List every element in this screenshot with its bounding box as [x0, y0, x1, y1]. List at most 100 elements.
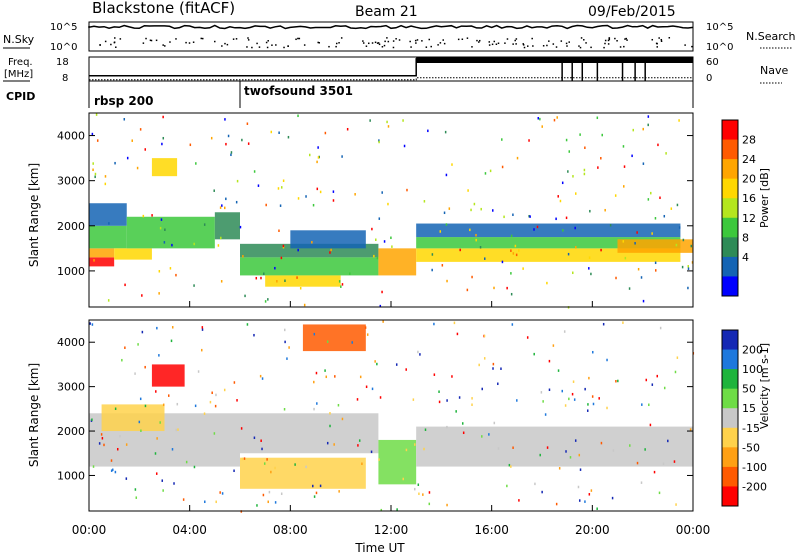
data-speck — [641, 403, 643, 406]
data-speck — [564, 404, 567, 407]
nsearch-dot — [256, 42, 258, 45]
data-speck — [584, 146, 586, 150]
data-band-6 — [151, 158, 178, 177]
data-speck — [473, 202, 476, 206]
data-speck — [418, 492, 420, 496]
data-speck — [441, 264, 444, 267]
nave-tick-top: 60 — [706, 57, 719, 68]
data-speck — [162, 403, 165, 407]
data-speck — [676, 203, 679, 207]
data-speck — [561, 389, 564, 393]
nsearch-dot — [142, 42, 145, 44]
nsearch-dot — [150, 39, 153, 42]
freq-label-2: [MHz] — [4, 69, 33, 80]
data-speck — [662, 462, 665, 466]
nsearch-dot — [493, 40, 496, 43]
data-speck — [512, 213, 514, 217]
nsearch-dot — [515, 43, 517, 45]
data-speck — [332, 190, 335, 193]
data-speck — [204, 500, 206, 504]
data-speck — [578, 453, 581, 457]
data-speck — [112, 468, 114, 472]
station-title: Blackstone (fitACF) — [92, 0, 235, 17]
data-speck — [92, 168, 94, 172]
data-speck — [557, 195, 559, 198]
data-speck — [592, 402, 595, 406]
nsearch-dot — [410, 46, 412, 48]
data-speck — [294, 463, 296, 466]
data-speck — [194, 404, 197, 408]
data-speck — [466, 288, 469, 292]
data-speck — [253, 333, 255, 337]
colorbar-tick-label: 24 — [742, 153, 756, 166]
data-speck — [169, 267, 172, 270]
power-colorbar-label: Power [dB] — [758, 168, 771, 228]
x-tick-label: 20:00 — [575, 523, 610, 537]
data-speck — [203, 412, 206, 415]
data-speck — [163, 241, 166, 244]
nsearch-dot — [275, 44, 277, 46]
data-band-7 — [214, 212, 240, 240]
nsearch-dot — [386, 37, 388, 39]
data-speck — [634, 242, 636, 245]
nsearch-dot — [155, 39, 158, 42]
data-speck — [263, 462, 266, 465]
data-speck — [651, 383, 654, 386]
power-colorbar: 28 24 20 16 12 8 4 — [721, 119, 756, 297]
data-speck — [396, 508, 398, 511]
data-speck — [110, 459, 113, 462]
data-speck — [508, 463, 511, 467]
data-speck — [308, 153, 311, 157]
data-speck — [640, 276, 643, 279]
data-speck — [135, 496, 138, 499]
data-speck — [230, 153, 232, 157]
data-speck — [158, 270, 161, 273]
nsearch-dot — [395, 38, 397, 40]
nsky-label: N.Sky — [3, 33, 35, 46]
data-speck — [313, 380, 315, 384]
data-speck — [446, 425, 448, 429]
nsearch-dot — [265, 41, 268, 44]
data-speck — [116, 447, 119, 451]
nsearch-dot — [430, 45, 432, 48]
data-speck — [628, 287, 631, 290]
data-speck — [162, 136, 165, 140]
data-speck — [282, 244, 285, 248]
data-speck — [94, 172, 97, 176]
data-speck — [241, 457, 244, 461]
data-speck — [303, 303, 306, 307]
data-speck — [609, 224, 612, 227]
freq-tick-bottom: 8 — [62, 73, 68, 84]
nsearch-dot — [258, 46, 261, 48]
data-speck — [445, 173, 448, 177]
data-speck — [189, 143, 192, 147]
colorbar-tick-label: 16 — [742, 192, 756, 205]
data-speck — [583, 172, 586, 176]
data-speck — [528, 214, 530, 218]
colorbar-swatch — [722, 237, 738, 258]
data-speck — [210, 136, 213, 140]
nsky-tick-bottom: 10^0 — [50, 42, 77, 53]
nave-tick-bottom: 0 — [706, 73, 712, 84]
data-band-4 — [114, 248, 152, 260]
data-speck — [209, 400, 212, 404]
colorbar-swatch — [722, 427, 738, 448]
data-speck — [233, 469, 235, 473]
data-speck — [201, 328, 204, 331]
data-speck — [267, 500, 269, 504]
data-speck — [588, 256, 591, 259]
data-speck — [297, 197, 300, 200]
data-speck — [203, 223, 206, 226]
freq-tick-top: 18 — [56, 57, 69, 68]
nsearch-dot — [192, 41, 195, 43]
noise-panel: 10^5 10^0 10^5 10^0 — [50, 21, 733, 53]
data-speck — [445, 223, 448, 226]
data-speck — [371, 227, 373, 231]
data-speck — [405, 368, 407, 371]
nsearch-dot — [512, 43, 514, 45]
data-speck — [510, 234, 513, 238]
y-tick-label: 3000 — [57, 381, 85, 394]
data-speck — [338, 490, 340, 493]
data-speck — [253, 436, 256, 440]
data-speck — [91, 132, 94, 136]
